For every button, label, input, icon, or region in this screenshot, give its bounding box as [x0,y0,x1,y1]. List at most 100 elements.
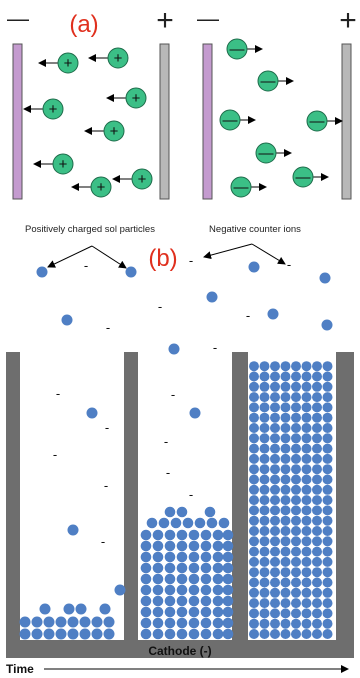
deposited-particle [280,618,291,629]
deposited-particle [270,526,280,536]
deposited-particle [259,608,270,619]
deposited-particle [206,517,218,529]
deposited-particle [212,595,224,607]
charge-sign: + [110,123,119,140]
deposited-particle [200,606,212,618]
deposited-particle [280,412,291,423]
deposited-particle [270,629,280,639]
deposited-particle [176,540,188,552]
deposited-particle [152,584,164,596]
deposited-particle [259,505,270,516]
deposited-particle [280,361,291,372]
deposited-particle [176,562,188,574]
deposited-particle [280,392,291,403]
deposited-particle [222,551,234,563]
deposited-particle [212,573,224,585]
deposited-particle [212,628,224,640]
free-sol-particles [36,261,333,596]
deposited-particle [270,505,280,516]
deposited-particle [103,628,115,640]
deposited-particle [322,515,333,526]
deposited-particle [280,495,291,506]
deposited-particle [312,567,322,578]
deposited-particle [280,629,291,639]
positive-particle: + [38,52,79,74]
deposited-particle [312,392,322,403]
counter-ion: - [189,253,193,268]
deposited-particle [99,603,111,615]
deposited-particle [31,616,43,628]
free-sol-particle [319,272,331,284]
deposited-particle [259,464,270,475]
charged-particle [57,52,79,74]
deposited-particle [280,423,291,433]
deposited-particle [259,598,270,609]
deposited-particle [322,526,333,536]
deposited-particle [259,577,270,588]
deposited-particle [212,551,224,563]
deposited-particle [152,529,164,541]
charge-sign: + [138,171,147,188]
deposited-particle [291,587,301,598]
deposited-particle [270,515,280,526]
charged-particle [42,98,64,120]
charge-sign: + [49,101,58,118]
counter-ion: - [171,387,175,402]
counter-ion: - [213,340,217,355]
charge-sign: + [64,55,73,72]
panel-b: Positively charged sol particles Negativ… [6,224,354,676]
deposited-particle [322,618,333,629]
charge-sign: — [310,113,325,130]
deposited-particle [322,536,333,547]
deposited-particle [164,628,176,640]
deposited-particle [63,603,75,615]
deposited-particle [301,433,312,444]
deposited-particle [259,536,270,547]
deposited-particle [312,443,322,454]
deposited-particle [301,453,312,464]
deposited-particle [270,598,280,609]
right-cell: — + — — — — — — — [197,4,357,200]
deposited-particle [322,608,333,619]
deposited-particle [249,433,259,444]
deposited-particle [212,529,224,541]
deposited-particle [270,412,280,423]
deposited-particle [259,546,270,557]
deposited-particle [291,629,301,639]
negative-particle: — [257,70,294,92]
deposited-particle [270,556,280,567]
charged-particle [52,153,74,175]
deposited-particle [67,616,79,628]
deposited-particle [222,529,234,541]
charge-sign: — [259,145,274,162]
deposited-particle [249,536,259,547]
free-sol-particle [125,266,137,278]
charged-particle [131,168,153,190]
deposited-particle [39,603,51,615]
deposited-particle [322,464,333,475]
deposited-particle [222,584,234,596]
deposited-particle [280,443,291,454]
charge-sign: + [59,156,68,173]
deposited-particle [291,381,301,392]
deposited-particle [204,506,216,518]
deposited-particle [270,618,280,629]
deposited-particle [164,573,176,585]
deposited-particle [43,628,55,640]
deposited-particle [270,546,280,557]
free-sol-particle [36,266,48,278]
deposited-particle [291,598,301,609]
deposited-particle [176,506,188,518]
panel-b-label: (b) [148,245,177,272]
deposited-particle [322,484,333,495]
deposited-particle [188,551,200,563]
deposited-layers [19,361,333,640]
charged-particle [125,87,147,109]
deposited-particle [280,505,291,516]
deposited-particle [200,573,212,585]
deposited-particle [312,381,322,392]
counter-ion: - [166,465,170,480]
deposited-particle [249,515,259,526]
deposited-particle [176,551,188,563]
deposited-particle [322,402,333,413]
